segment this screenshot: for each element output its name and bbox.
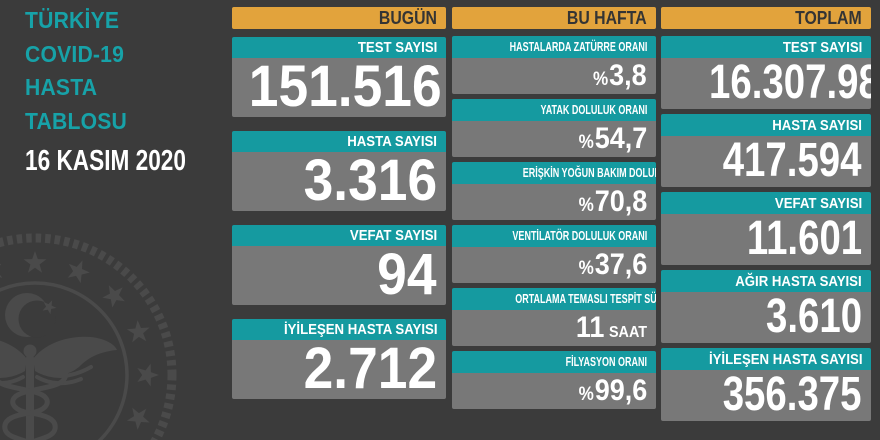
ministry-of-health-emblem-icon (0, 233, 177, 440)
stat-label: YATAK DOLULUK ORANI (452, 99, 656, 121)
report-date: 16 KASIM 2020 (25, 145, 186, 177)
stat-card-ventilator-doluluk-orani: VENTİLATÖR DOLULUK ORANI %37,6 (452, 225, 656, 283)
stat-value: %3,8 (452, 58, 656, 94)
title-line: COVID-19 (25, 40, 125, 67)
stat-value: 16.307.986 (661, 58, 871, 109)
column-header-toplam: TOPLAM (661, 7, 871, 29)
title-line: TÜRKİYE (25, 7, 120, 33)
column-toplam: TOPLAM TEST SAYISI 16.307.986 HASTA SAYI… (661, 0, 871, 421)
stat-value: 417.594 (661, 136, 871, 187)
column-bugun: BUGÜN TEST SAYISI 151.516 HASTA SAYISI 3… (232, 0, 446, 399)
stat-card-yatak-doluluk-orani: YATAK DOLULUK ORANI %54,7 (452, 99, 656, 157)
stat-label: VENTİLATÖR DOLULUK ORANI (452, 225, 656, 247)
stat-label: VEFAT SAYISI (232, 225, 446, 246)
stat-card-yogun-bakim-doluluk-orani: ERİŞKİN YOĞUN BAKIM DOLULUK ORANI %70,8 (452, 162, 656, 220)
stat-card-hasta-sayisi-toplam: HASTA SAYISI 417.594 (661, 114, 871, 187)
stat-value: 3.610 (661, 292, 871, 343)
stat-card-vefat-sayisi-toplam: VEFAT SAYISI 11.601 (661, 192, 871, 265)
stat-value: 2.712 (232, 340, 446, 399)
stat-label: TEST SAYISI (661, 36, 871, 58)
stat-card-zaturre-orani: HASTALARDA ZATÜRRE ORANI %3,8 (452, 36, 656, 94)
stat-label: ERİŞKİN YOĞUN BAKIM DOLULUK ORANI (452, 162, 656, 184)
stat-label: İYİLEŞEN HASTA SAYISI (661, 348, 871, 370)
stat-label: HASTALARDA ZATÜRRE ORANI (452, 36, 656, 58)
stat-value: 11.601 (661, 214, 871, 265)
column-header-bugun: BUGÜN (232, 7, 446, 29)
stat-value: %37,6 (452, 247, 656, 283)
column-header-bu-hafta: BU HAFTA (452, 7, 656, 29)
stat-value: %54,7 (452, 121, 656, 157)
column-bu-hafta: BU HAFTA HASTALARDA ZATÜRRE ORANI %3,8 Y… (452, 0, 656, 409)
title-line: HASTA (25, 74, 98, 100)
stat-label: TEST SAYISI (232, 37, 446, 58)
stat-card-hasta-sayisi-bugun: HASTA SAYISI 3.316 (232, 131, 446, 211)
stat-card-filyasyon-orani: FİLYASYON ORANI %99,6 (452, 351, 656, 409)
page-title: TÜRKİYE COVID-19 HASTA TABLOSU (25, 4, 136, 138)
stat-value: 11 SAAT (452, 310, 656, 346)
stat-card-agir-hasta-sayisi: AĞIR HASTA SAYISI 3.610 (661, 270, 871, 343)
stat-label: ORTALAMA TEMASLI TESPİT SÜRESİ (452, 288, 656, 310)
stat-label: HASTA SAYISI (661, 114, 871, 136)
title-line: TABLOSU (25, 107, 127, 134)
stat-label: İYİLEŞEN HASTA SAYISI (232, 319, 446, 340)
stat-value: 356.375 (661, 370, 871, 421)
stat-label: FİLYASYON ORANI (452, 351, 656, 373)
stat-value: %70,8 (452, 184, 656, 220)
stat-label: AĞIR HASTA SAYISI (661, 270, 871, 292)
stat-card-iyilesen-hasta-sayisi-toplam: İYİLEŞEN HASTA SAYISI 356.375 (661, 348, 871, 421)
sidebar: TÜRKİYE COVID-19 HASTA TABLOSU 16 KASIM … (0, 0, 228, 440)
stat-value: 3.316 (232, 152, 446, 211)
stat-value: 151.516 (232, 58, 446, 117)
stat-value: 94 (232, 246, 446, 305)
stat-card-vefat-sayisi-bugun: VEFAT SAYISI 94 (232, 225, 446, 305)
stat-card-test-sayisi-bugun: TEST SAYISI 151.516 (232, 37, 446, 117)
stat-value: %99,6 (452, 373, 656, 409)
stat-label: HASTA SAYISI (232, 131, 446, 152)
stat-card-test-sayisi-toplam: TEST SAYISI 16.307.986 (661, 36, 871, 109)
stat-card-iyilesen-hasta-sayisi-bugun: İYİLEŞEN HASTA SAYISI 2.712 (232, 319, 446, 399)
stat-label: VEFAT SAYISI (661, 192, 871, 214)
